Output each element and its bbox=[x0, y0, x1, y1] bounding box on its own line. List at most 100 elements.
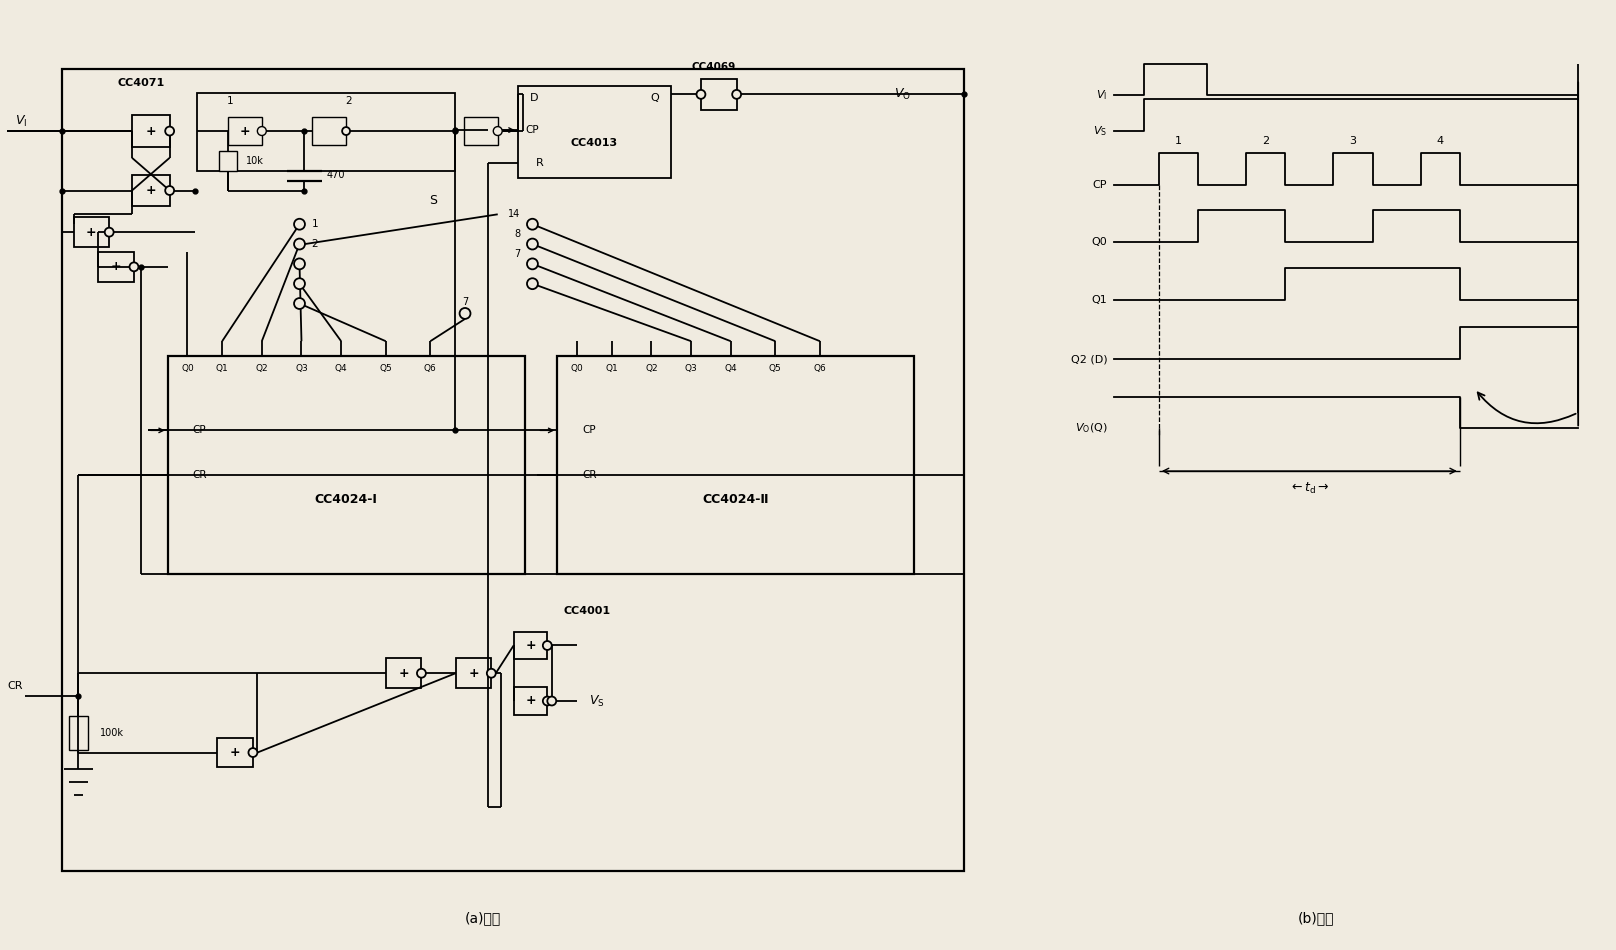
Text: CP: CP bbox=[1092, 180, 1107, 190]
Text: $V_{\rm O}$: $V_{\rm O}$ bbox=[894, 86, 911, 102]
Text: 1: 1 bbox=[312, 219, 318, 229]
Text: 4: 4 bbox=[1437, 136, 1443, 146]
Circle shape bbox=[294, 258, 305, 269]
Text: CP: CP bbox=[582, 426, 596, 435]
Bar bbox=[464, 117, 498, 145]
Text: CC4024-Ⅱ: CC4024-Ⅱ bbox=[703, 493, 769, 506]
Text: CC4069: CC4069 bbox=[692, 62, 735, 71]
Text: +: + bbox=[86, 226, 97, 238]
Bar bbox=[220, 151, 238, 171]
Text: $V_{\rm O}$(Q): $V_{\rm O}$(Q) bbox=[1075, 422, 1107, 435]
Text: CC4013: CC4013 bbox=[570, 138, 617, 148]
Bar bbox=[73, 218, 110, 247]
Text: Q3: Q3 bbox=[296, 365, 309, 373]
Circle shape bbox=[527, 218, 538, 230]
Circle shape bbox=[294, 218, 305, 230]
Circle shape bbox=[165, 126, 175, 136]
Circle shape bbox=[257, 126, 267, 136]
Text: R: R bbox=[535, 158, 543, 168]
Bar bbox=[61, 68, 963, 871]
Text: +: + bbox=[398, 667, 409, 680]
Text: 7: 7 bbox=[514, 249, 520, 259]
Circle shape bbox=[459, 308, 470, 319]
Text: Q4: Q4 bbox=[724, 365, 737, 373]
Text: CR: CR bbox=[6, 681, 23, 692]
Circle shape bbox=[493, 126, 503, 136]
Circle shape bbox=[129, 262, 139, 272]
Text: Q0: Q0 bbox=[1091, 238, 1107, 247]
Bar bbox=[217, 738, 254, 768]
Text: $V_{\rm I}$: $V_{\rm I}$ bbox=[1096, 88, 1107, 103]
Text: CP: CP bbox=[525, 125, 540, 135]
Bar bbox=[228, 117, 262, 145]
Bar bbox=[133, 115, 170, 147]
Text: 3: 3 bbox=[1349, 136, 1356, 146]
Bar bbox=[514, 687, 548, 715]
Text: Q2: Q2 bbox=[255, 365, 268, 373]
Circle shape bbox=[486, 669, 496, 677]
Text: +: + bbox=[525, 694, 537, 708]
Text: Q5: Q5 bbox=[380, 365, 393, 373]
Circle shape bbox=[548, 696, 556, 706]
FancyArrowPatch shape bbox=[1477, 392, 1576, 424]
Bar bbox=[456, 658, 491, 688]
Text: (a)电路: (a)电路 bbox=[465, 911, 501, 925]
Text: Q6: Q6 bbox=[423, 365, 436, 373]
Bar bbox=[517, 86, 671, 178]
Text: CC4024-Ⅰ: CC4024-Ⅰ bbox=[315, 493, 378, 506]
Circle shape bbox=[294, 238, 305, 250]
Bar bbox=[386, 658, 422, 688]
Text: CR: CR bbox=[582, 470, 596, 480]
Circle shape bbox=[732, 90, 742, 99]
Text: 14: 14 bbox=[509, 209, 520, 219]
Text: Q5: Q5 bbox=[769, 365, 782, 373]
Text: 100k: 100k bbox=[100, 728, 124, 738]
Text: 2: 2 bbox=[1262, 136, 1269, 146]
Text: CC4071: CC4071 bbox=[118, 79, 165, 88]
Bar bbox=[168, 356, 525, 574]
Text: Q2: Q2 bbox=[645, 365, 658, 373]
Text: $V_{\rm S}$: $V_{\rm S}$ bbox=[590, 694, 604, 709]
Bar bbox=[197, 93, 456, 171]
Text: 1: 1 bbox=[226, 96, 233, 106]
Circle shape bbox=[543, 696, 551, 706]
Text: +: + bbox=[525, 639, 537, 652]
Circle shape bbox=[543, 641, 551, 650]
Text: Q3: Q3 bbox=[685, 365, 698, 373]
Text: Q6: Q6 bbox=[813, 365, 826, 373]
Text: S: S bbox=[430, 194, 438, 207]
Text: $V_{\rm I}$: $V_{\rm I}$ bbox=[15, 114, 27, 128]
Text: 7: 7 bbox=[462, 296, 469, 307]
Circle shape bbox=[165, 186, 175, 195]
Text: Q4: Q4 bbox=[335, 365, 347, 373]
Circle shape bbox=[294, 278, 305, 289]
Text: 2: 2 bbox=[312, 239, 318, 249]
Text: Q1: Q1 bbox=[217, 365, 228, 373]
Bar bbox=[558, 356, 915, 574]
Text: 2: 2 bbox=[344, 96, 351, 106]
Text: 10k: 10k bbox=[246, 156, 263, 166]
Text: $V_{\rm S}$: $V_{\rm S}$ bbox=[1094, 124, 1107, 138]
Bar bbox=[133, 175, 170, 206]
Text: 1: 1 bbox=[1175, 136, 1181, 146]
Circle shape bbox=[343, 127, 351, 135]
Text: $\leftarrow t_{\rm d}\rightarrow$: $\leftarrow t_{\rm d}\rightarrow$ bbox=[1290, 482, 1330, 497]
Circle shape bbox=[527, 278, 538, 289]
Text: CC4001: CC4001 bbox=[564, 606, 611, 616]
Text: +: + bbox=[229, 746, 241, 759]
Text: Q0: Q0 bbox=[181, 365, 194, 373]
Circle shape bbox=[527, 238, 538, 250]
Text: +: + bbox=[469, 667, 478, 680]
Text: Q1: Q1 bbox=[1091, 294, 1107, 305]
Text: +: + bbox=[145, 124, 157, 138]
Circle shape bbox=[294, 298, 305, 309]
Circle shape bbox=[249, 748, 257, 757]
Bar bbox=[514, 632, 548, 659]
Circle shape bbox=[417, 669, 427, 677]
Text: (b)波形: (b)波形 bbox=[1298, 911, 1333, 925]
Bar bbox=[701, 79, 737, 110]
Circle shape bbox=[527, 258, 538, 269]
Text: CR: CR bbox=[192, 470, 207, 480]
Text: +: + bbox=[145, 184, 157, 197]
Circle shape bbox=[696, 90, 706, 99]
